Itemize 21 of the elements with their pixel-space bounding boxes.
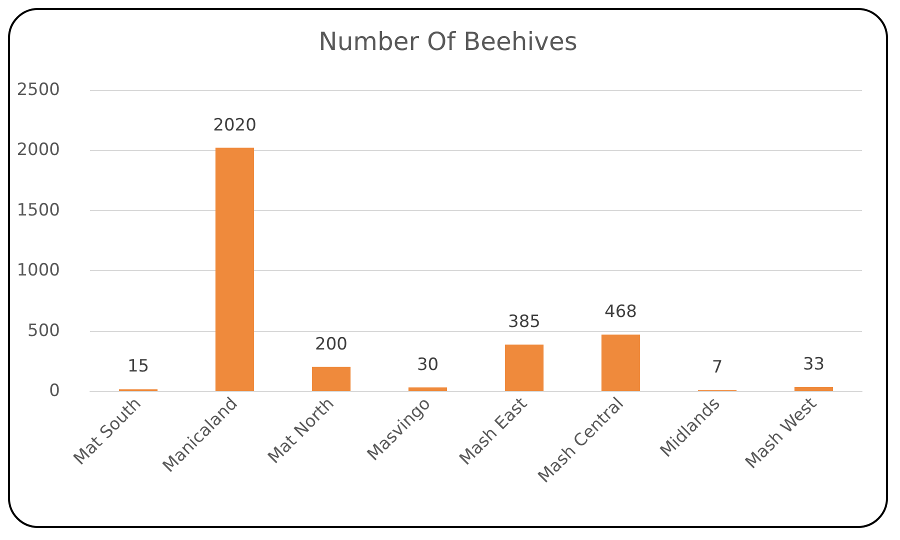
data-label: 200 [315, 334, 348, 354]
y-tick-label: 0 [49, 381, 60, 401]
data-label: 15 [127, 356, 150, 377]
data-label: 33 [802, 354, 825, 375]
data-label: 385 [508, 312, 540, 332]
data-label: 468 [604, 302, 637, 322]
y-tick-label: 2500 [16, 80, 60, 100]
bar [408, 387, 448, 391]
y-tick-label: 2000 [16, 140, 60, 160]
y-tick-label: 1000 [16, 260, 60, 281]
y-tick-label: 1500 [16, 200, 60, 220]
data-label: 2020 [213, 115, 256, 136]
bar [215, 148, 254, 391]
bar [601, 334, 640, 391]
y-tick-label: 500 [28, 320, 60, 341]
bar [794, 387, 834, 391]
data-label: 7 [712, 358, 723, 378]
bar [312, 366, 351, 391]
bar [504, 344, 544, 391]
data-label: 30 [416, 354, 439, 375]
chart-title: Number Of Beehives [318, 27, 578, 56]
